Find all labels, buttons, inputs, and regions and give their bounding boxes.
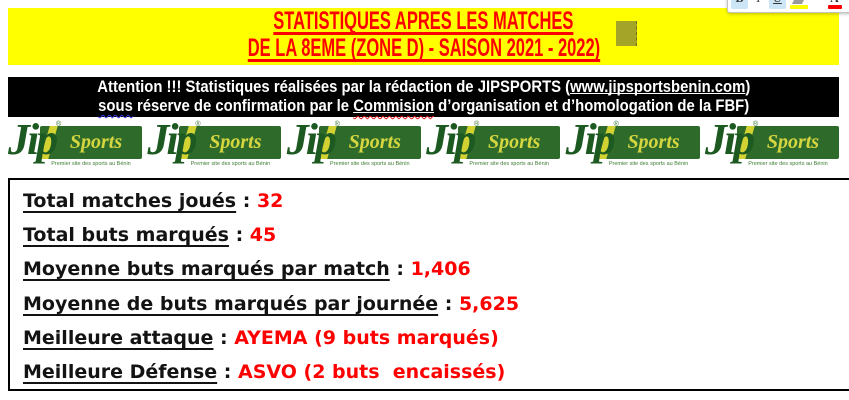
logo-tagline: Premier site des sports au Bénin xyxy=(469,161,549,167)
title-line-2-text: DE LA 8EME (ZONE D) - SAISON 2021 - 2022… xyxy=(247,34,600,62)
logo-script-jip: Jip xyxy=(565,115,616,164)
stat-label: Total matches joués xyxy=(23,190,237,212)
highlight-color-bar xyxy=(790,5,808,9)
font-color-button[interactable]: A xyxy=(826,0,843,9)
notice-line-1-prefix: Attention !!! Statistiques réalisées par… xyxy=(96,78,570,96)
stat-label: Moyenne de buts marqués par journée xyxy=(23,292,439,315)
jipsports-logo: Sports Jip ® Premier site des sports au … xyxy=(8,115,144,175)
logo-brand-text: Sports xyxy=(627,131,680,153)
stat-value: 5,625 xyxy=(458,292,520,315)
title-line-1: STATISTIQUES APRES LES MATCHES xyxy=(8,8,839,35)
logo-script-jip: Jip xyxy=(8,115,58,164)
stat-label: Total buts marqués xyxy=(23,224,229,247)
notice-line-2: sous réserve de confirmation par le Comm… xyxy=(8,97,839,116)
bold-label: B xyxy=(735,0,743,5)
logo-script-jip: Jip xyxy=(426,115,476,164)
italic-label: I xyxy=(757,0,761,5)
jipsports-link[interactable]: www.jipsportsbenin.com xyxy=(569,78,746,96)
notice-banner: Attention !!! Statistiques réalisées par… xyxy=(8,77,839,117)
logo-brand-text: Sports xyxy=(766,131,820,153)
stat-row-avg-goals-per-match: Moyenne buts marqués par match : 1,406 xyxy=(23,252,849,286)
logo-script-jip: Jip xyxy=(147,115,197,164)
stat-value: 32 xyxy=(256,190,284,212)
title-line-1-text: STATISTIQUES APRES LES MATCHES xyxy=(273,7,574,35)
highlight-color-button[interactable] xyxy=(788,0,810,9)
stat-separator: : xyxy=(438,292,459,315)
jipsports-logo: Sports Jip ® Premier site des sports au … xyxy=(287,115,423,175)
statistics-box: Total matches joués : 32 Total buts marq… xyxy=(8,178,849,391)
logo-tagline: Premier site des sports au Bénin xyxy=(51,161,131,167)
logo-brand-text: Sports xyxy=(69,131,123,153)
stat-value: ASVO (2 buts encaissés) xyxy=(237,360,506,383)
jipsports-logo: Sports Jip ® Premier site des sports au … xyxy=(147,115,283,175)
logo-registered-mark: ® xyxy=(195,121,201,128)
logo-rect xyxy=(458,126,561,159)
logo-registered-mark: ® xyxy=(56,121,62,128)
logo-registered-mark: ® xyxy=(613,121,619,128)
title-banner: STATISTIQUES APRES LES MATCHES DE LA 8EM… xyxy=(8,8,839,65)
highlighter-pen-icon xyxy=(791,0,807,4)
logo-rect xyxy=(40,126,142,159)
stat-separator: : xyxy=(228,224,250,247)
notice-line-1-suffix: ) xyxy=(745,78,750,96)
underline-button[interactable]: U xyxy=(769,0,786,9)
logo-brand-text: Sports xyxy=(348,131,401,153)
jipsports-logo: Sports Jip ® Premier site des sports au … xyxy=(426,115,562,175)
underline-spacer xyxy=(771,5,785,9)
stat-row-total-matches: Total matches joués : 32 xyxy=(23,184,849,218)
italic-button[interactable]: I xyxy=(750,0,767,9)
logo-brand-text: Sports xyxy=(209,131,262,153)
logo-script-jip: Jip xyxy=(286,115,337,164)
logo-rect xyxy=(179,126,282,159)
logo-tagline: Premier site des sports au Bénin xyxy=(190,161,271,167)
stat-value: 45 xyxy=(249,224,277,247)
logo-registered-mark: ® xyxy=(334,121,340,128)
stat-value: AYEMA (9 buts marqués) xyxy=(234,326,499,349)
logo-tagline: Premier site des sports au Bénin xyxy=(608,161,689,167)
bold-button[interactable]: B xyxy=(731,0,748,9)
logo-rect xyxy=(318,126,421,159)
stat-label: Meilleure attaque xyxy=(23,326,214,349)
jipsports-logo: Sports Jip ® Premier site des sports au … xyxy=(566,115,702,175)
logo-script-jip: Jip xyxy=(704,115,755,164)
stat-row-total-goals: Total buts marqués : 45 xyxy=(23,218,849,252)
logo-brand-text: Sports xyxy=(488,131,541,153)
logo-tagline: Premier site des sports au Bénin xyxy=(748,161,828,167)
notice-line-2-end: d’organisation et d’homologation de la F… xyxy=(433,97,750,115)
logos-row: Sports Jip ® Premier site des sports au … xyxy=(8,115,841,175)
highlight-cursor-block xyxy=(616,21,637,46)
stat-separator: : xyxy=(213,326,235,349)
jipsports-logo: Sports Jip ® Premier site des sports au … xyxy=(705,115,841,175)
underline-label: U xyxy=(773,0,782,5)
mini-formatting-toolbar: B I U A xyxy=(727,0,849,13)
stat-label: Meilleure Défense xyxy=(23,360,218,383)
stat-separator: : xyxy=(217,360,238,383)
notice-commision-word: Commision xyxy=(353,97,434,115)
logo-rect xyxy=(597,126,700,159)
italic-spacer xyxy=(752,5,766,9)
notice-sous-word: sous xyxy=(97,97,133,115)
stat-row-avg-goals-per-matchday: Moyenne de buts marqués par journée : 5,… xyxy=(23,287,849,321)
logo-tagline: Premier site des sports au Bénin xyxy=(330,161,410,167)
bold-spacer xyxy=(733,5,747,9)
stat-label: Moyenne buts marqués par match xyxy=(23,258,390,281)
font-color-label: A xyxy=(830,0,839,5)
font-color-bar xyxy=(827,5,842,9)
stat-separator: : xyxy=(236,190,257,212)
stat-value: 1,406 xyxy=(410,258,471,281)
stat-row-best-defense: Meilleure Défense : ASVO (2 buts encaiss… xyxy=(23,355,849,389)
notice-line-2-middle: réserve de confirmation par le xyxy=(132,97,354,115)
logo-rect xyxy=(736,126,839,159)
title-line-2: DE LA 8EME (ZONE D) - SAISON 2021 - 2022… xyxy=(8,35,839,62)
notice-line-1: Attention !!! Statistiques réalisées par… xyxy=(8,78,839,97)
stat-row-best-attack: Meilleure attaque : AYEMA (9 buts marqué… xyxy=(23,321,849,355)
stat-separator: : xyxy=(389,258,411,281)
logo-registered-mark: ® xyxy=(474,121,480,128)
logo-registered-mark: ® xyxy=(752,121,759,128)
